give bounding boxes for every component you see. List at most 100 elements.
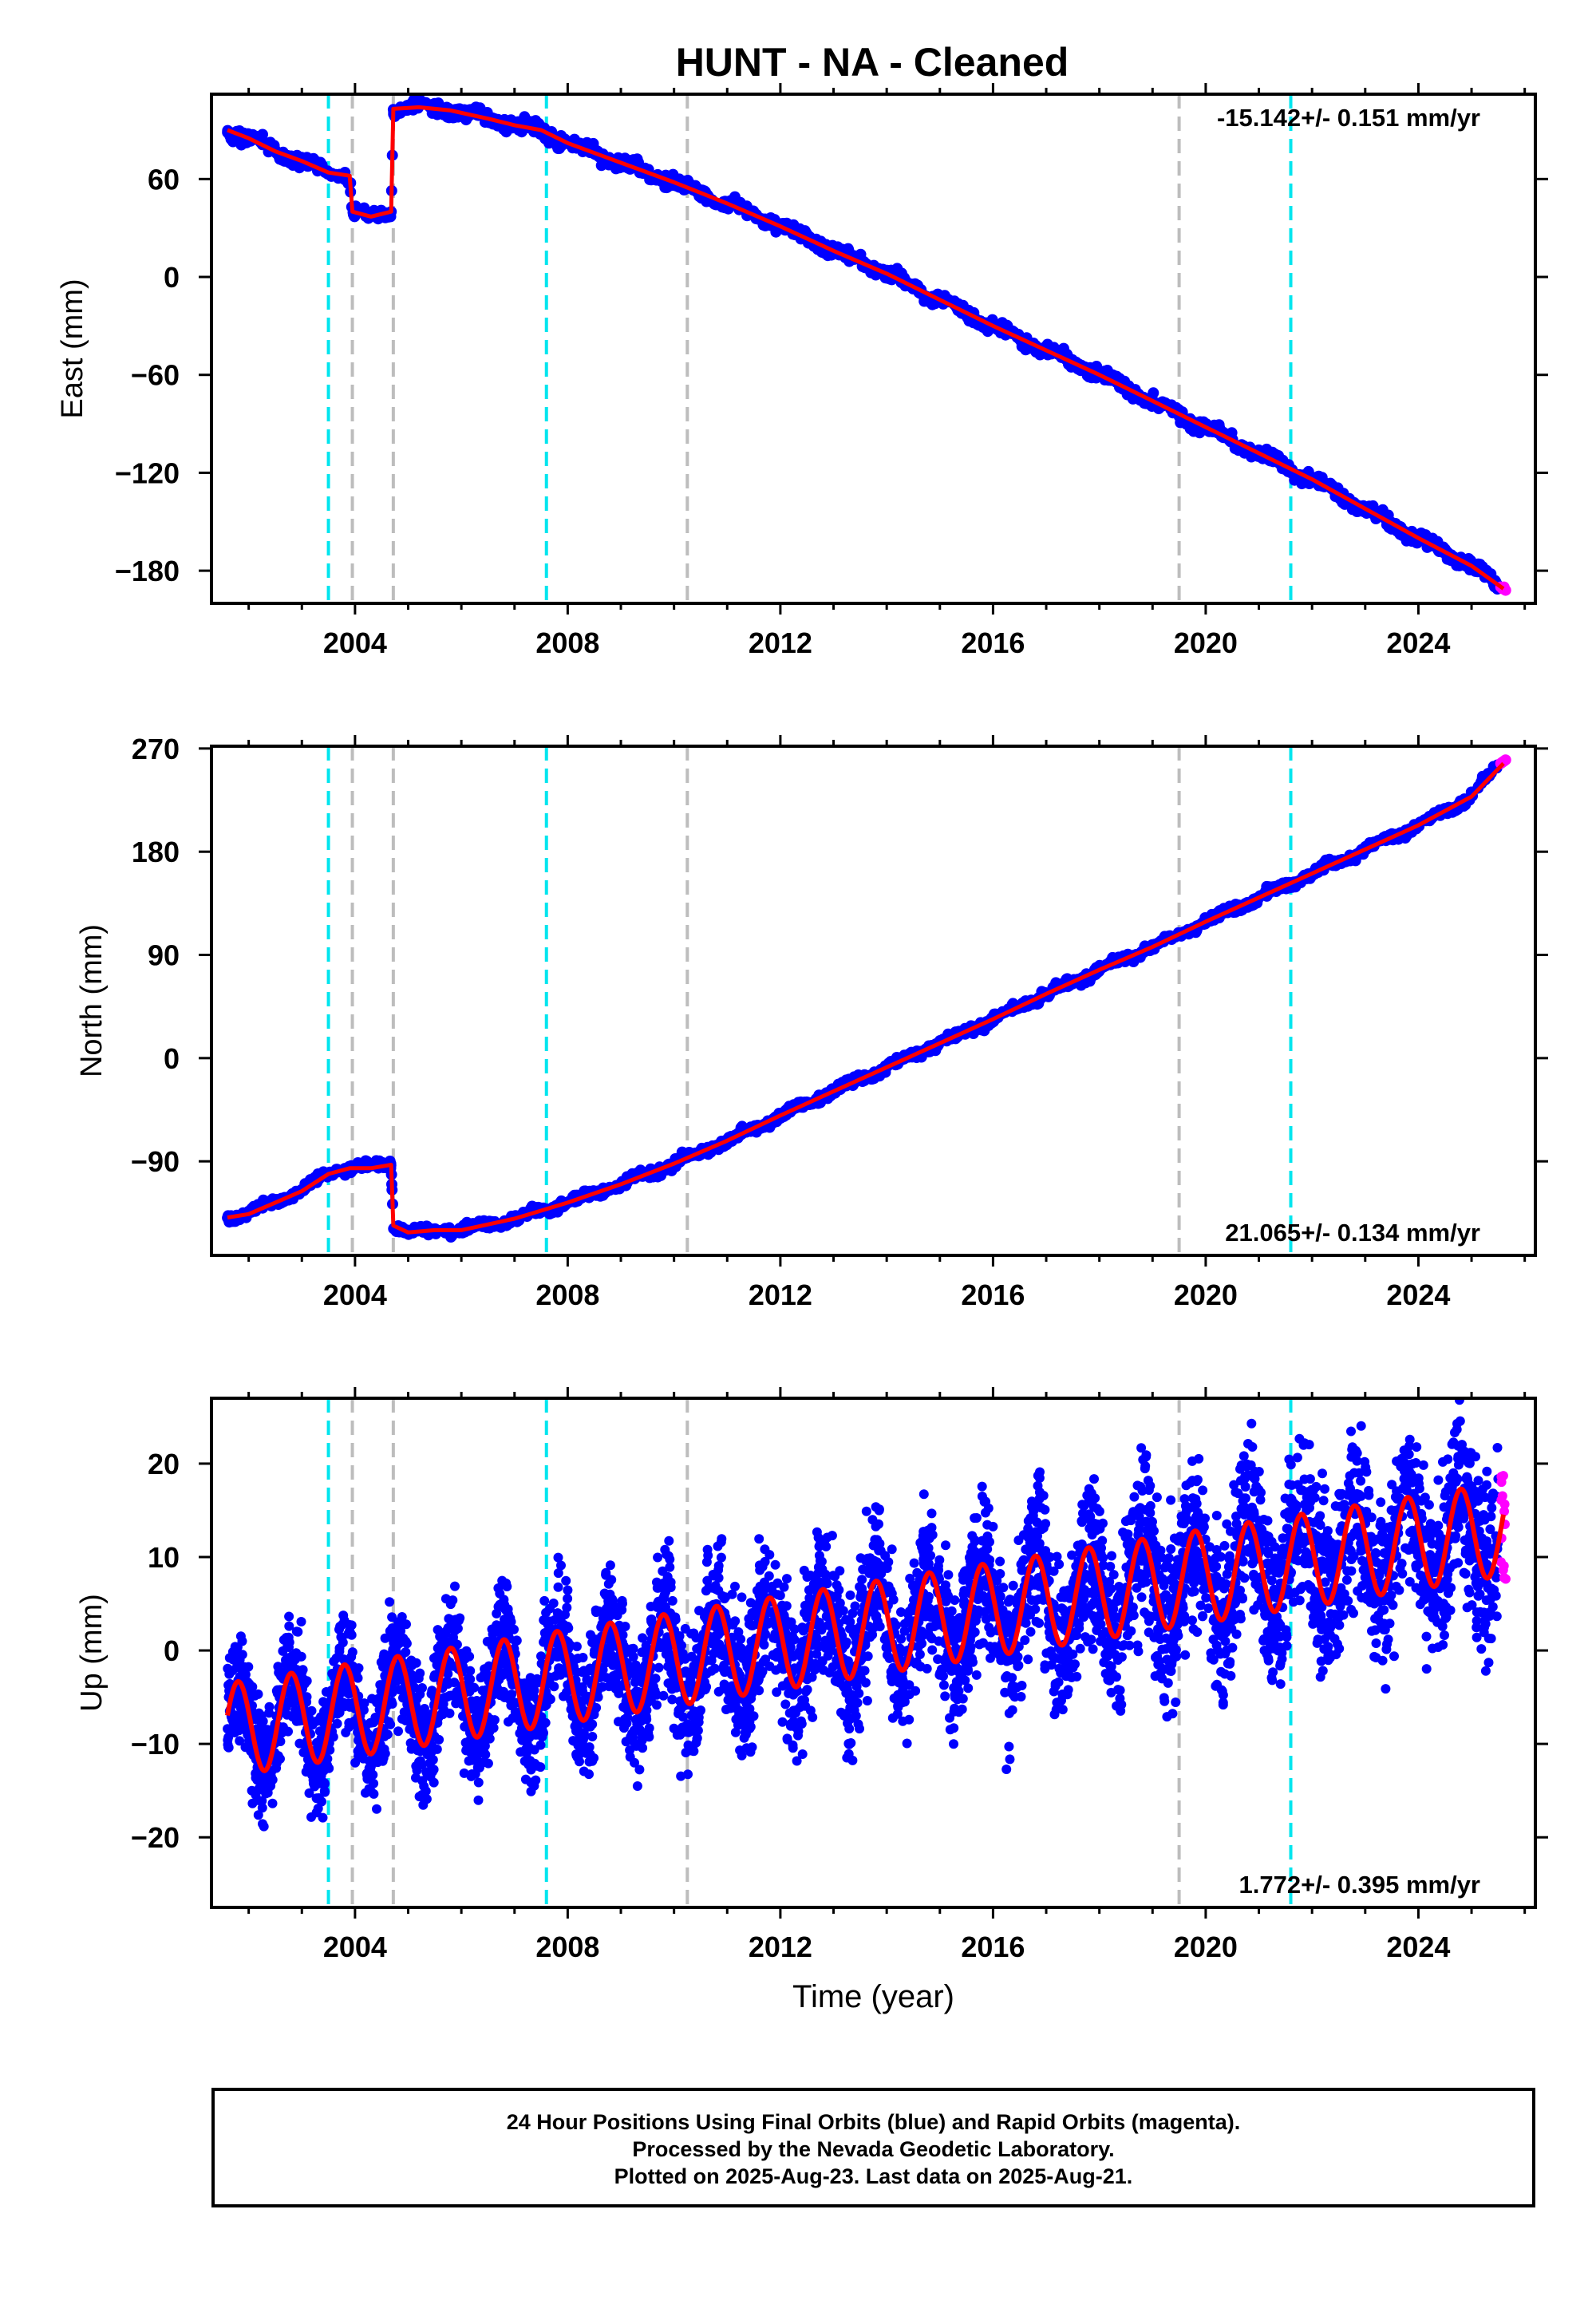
x-tick-label: 2012 [749,1279,812,1311]
data-point [845,1590,855,1600]
data-point [235,1736,245,1746]
data-point [855,248,867,260]
panel-north: 2004 2008 2012 2016 2020 2024270180900−90Nort… [75,733,1548,1311]
x-tick-label: 2008 [535,626,599,659]
data-point [393,1726,403,1737]
y-axis-label: East (mm) [56,279,89,418]
data-point [587,1732,598,1741]
x-tick-label: 2004 [323,626,387,659]
plot-area-east [222,94,1511,603]
data-point [665,1562,675,1572]
data-point [1211,1511,1222,1520]
plot-area-north [222,746,1511,1255]
data-point [1136,1443,1147,1453]
data-point [1356,1476,1366,1486]
data-point [918,295,930,307]
data-point [553,1582,563,1592]
data-point [934,1555,945,1565]
data-point [1020,344,1032,356]
x-tick-label: 2020 [1174,626,1238,659]
rapid-point [1499,754,1511,766]
y-tick-label: −60 [131,359,180,392]
figure-title: HUNT - NA - Cleaned [676,40,1069,85]
x-tick-label: 2012 [749,626,812,659]
data-point [1231,1487,1241,1497]
data-point [460,114,472,126]
data-point [702,1575,713,1586]
data-point [296,1617,306,1626]
plot-frame [210,745,1537,1257]
data-point [926,1632,936,1642]
data-point [911,1657,922,1667]
final-orbit-points [222,759,1503,1243]
y-tick-label: 0 [164,1042,180,1075]
y-tick-label: 60 [148,163,180,196]
data-point [797,1749,808,1759]
data-point [1229,1480,1239,1490]
y-tick-label: −120 [115,456,180,489]
y-tick-label: −90 [131,1145,180,1178]
x-tick-label: 2008 [535,1279,599,1311]
data-point [654,1662,664,1673]
y-tick-label: 180 [132,836,180,868]
data-point [418,1800,429,1810]
data-point [417,1683,427,1693]
data-point [957,1704,967,1714]
final-orbit-points [222,94,1503,595]
data-point [1085,372,1097,384]
data-point [1255,1495,1266,1505]
data-point [1005,1595,1015,1605]
data-point [1421,1631,1432,1642]
data-point [1166,1544,1176,1554]
data-point [1231,1512,1241,1521]
plot-area-up [223,1398,1511,1907]
data-point [1020,1635,1030,1646]
data-point [433,1625,443,1635]
data-point [341,1727,351,1737]
x-tick-label: 2016 [961,626,1025,659]
x-tick-label: 2020 [1174,1279,1238,1311]
data-point [667,1694,678,1705]
final-orbit-points [223,1398,1503,1832]
data-point [605,1560,615,1571]
data-point [1472,1632,1482,1642]
model-fit-line [227,105,1505,591]
y-tick-label: −180 [115,555,180,587]
rate-label: 21.065+/- 0.134 mm/yr [1225,1219,1480,1247]
data-point [861,1506,871,1516]
plot-frame [210,93,1537,605]
data-point [940,1691,950,1701]
data-point [659,181,671,193]
data-point [730,1581,740,1591]
x-tick-label: 2004 [323,1279,387,1311]
y-tick-label: 0 [164,261,180,294]
data-point [680,1623,690,1634]
data-point [909,1558,919,1568]
data-point [372,1804,381,1814]
x-tick-label: 2024 [1386,1279,1450,1311]
data-point [1418,1460,1428,1470]
data-point [627,154,639,166]
x-tick-label: 2016 [961,1279,1025,1311]
data-point [1075,1643,1085,1654]
data-point [1180,1650,1191,1660]
model-fit-line [227,761,1505,1235]
data-point [737,1592,747,1603]
data-point [1166,1495,1176,1505]
data-point [1487,1503,1497,1513]
data-point [1356,1421,1366,1431]
data-point [1222,1519,1232,1529]
data-point [401,1619,411,1630]
data-point [1129,1492,1140,1502]
data-point [713,1561,724,1571]
panel-east: 2004 2008 2012 2016 2020 2024 60 0 −60 −120 −180 Ea… [56,83,1548,659]
data-point [539,1595,550,1606]
data-point [905,1573,915,1583]
data-point [1203,1603,1214,1614]
y-axis-label: North (mm) [75,924,109,1077]
data-point [1091,361,1103,372]
data-point [896,1634,907,1644]
rate-label: -15.142+/- 0.151 mm/yr [1217,104,1480,132]
x-tick-label: 2024 [1386,626,1450,659]
